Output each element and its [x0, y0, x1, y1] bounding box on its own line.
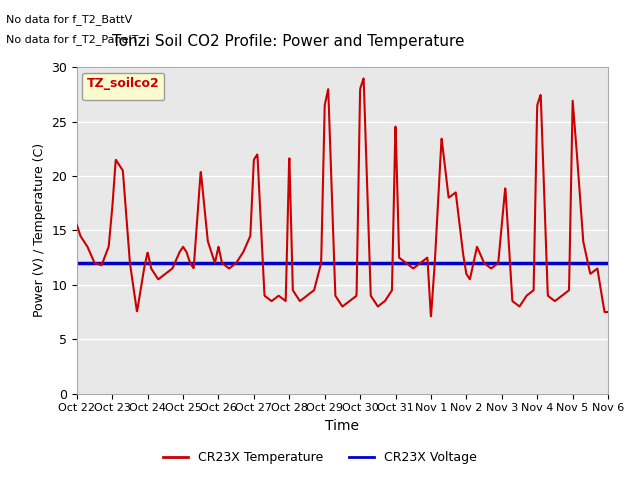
Legend:  — [83, 73, 164, 100]
X-axis label: Time: Time — [325, 419, 360, 433]
Y-axis label: Power (V) / Temperature (C): Power (V) / Temperature (C) — [33, 144, 45, 317]
Text: No data for f_T2_BattV: No data for f_T2_BattV — [6, 14, 132, 25]
Text: Tonzi Soil CO2 Profile: Power and Temperature: Tonzi Soil CO2 Profile: Power and Temper… — [112, 34, 464, 48]
Text: No data for f_T2_PanelT: No data for f_T2_PanelT — [6, 34, 139, 45]
Legend: CR23X Temperature, CR23X Voltage: CR23X Temperature, CR23X Voltage — [159, 446, 481, 469]
